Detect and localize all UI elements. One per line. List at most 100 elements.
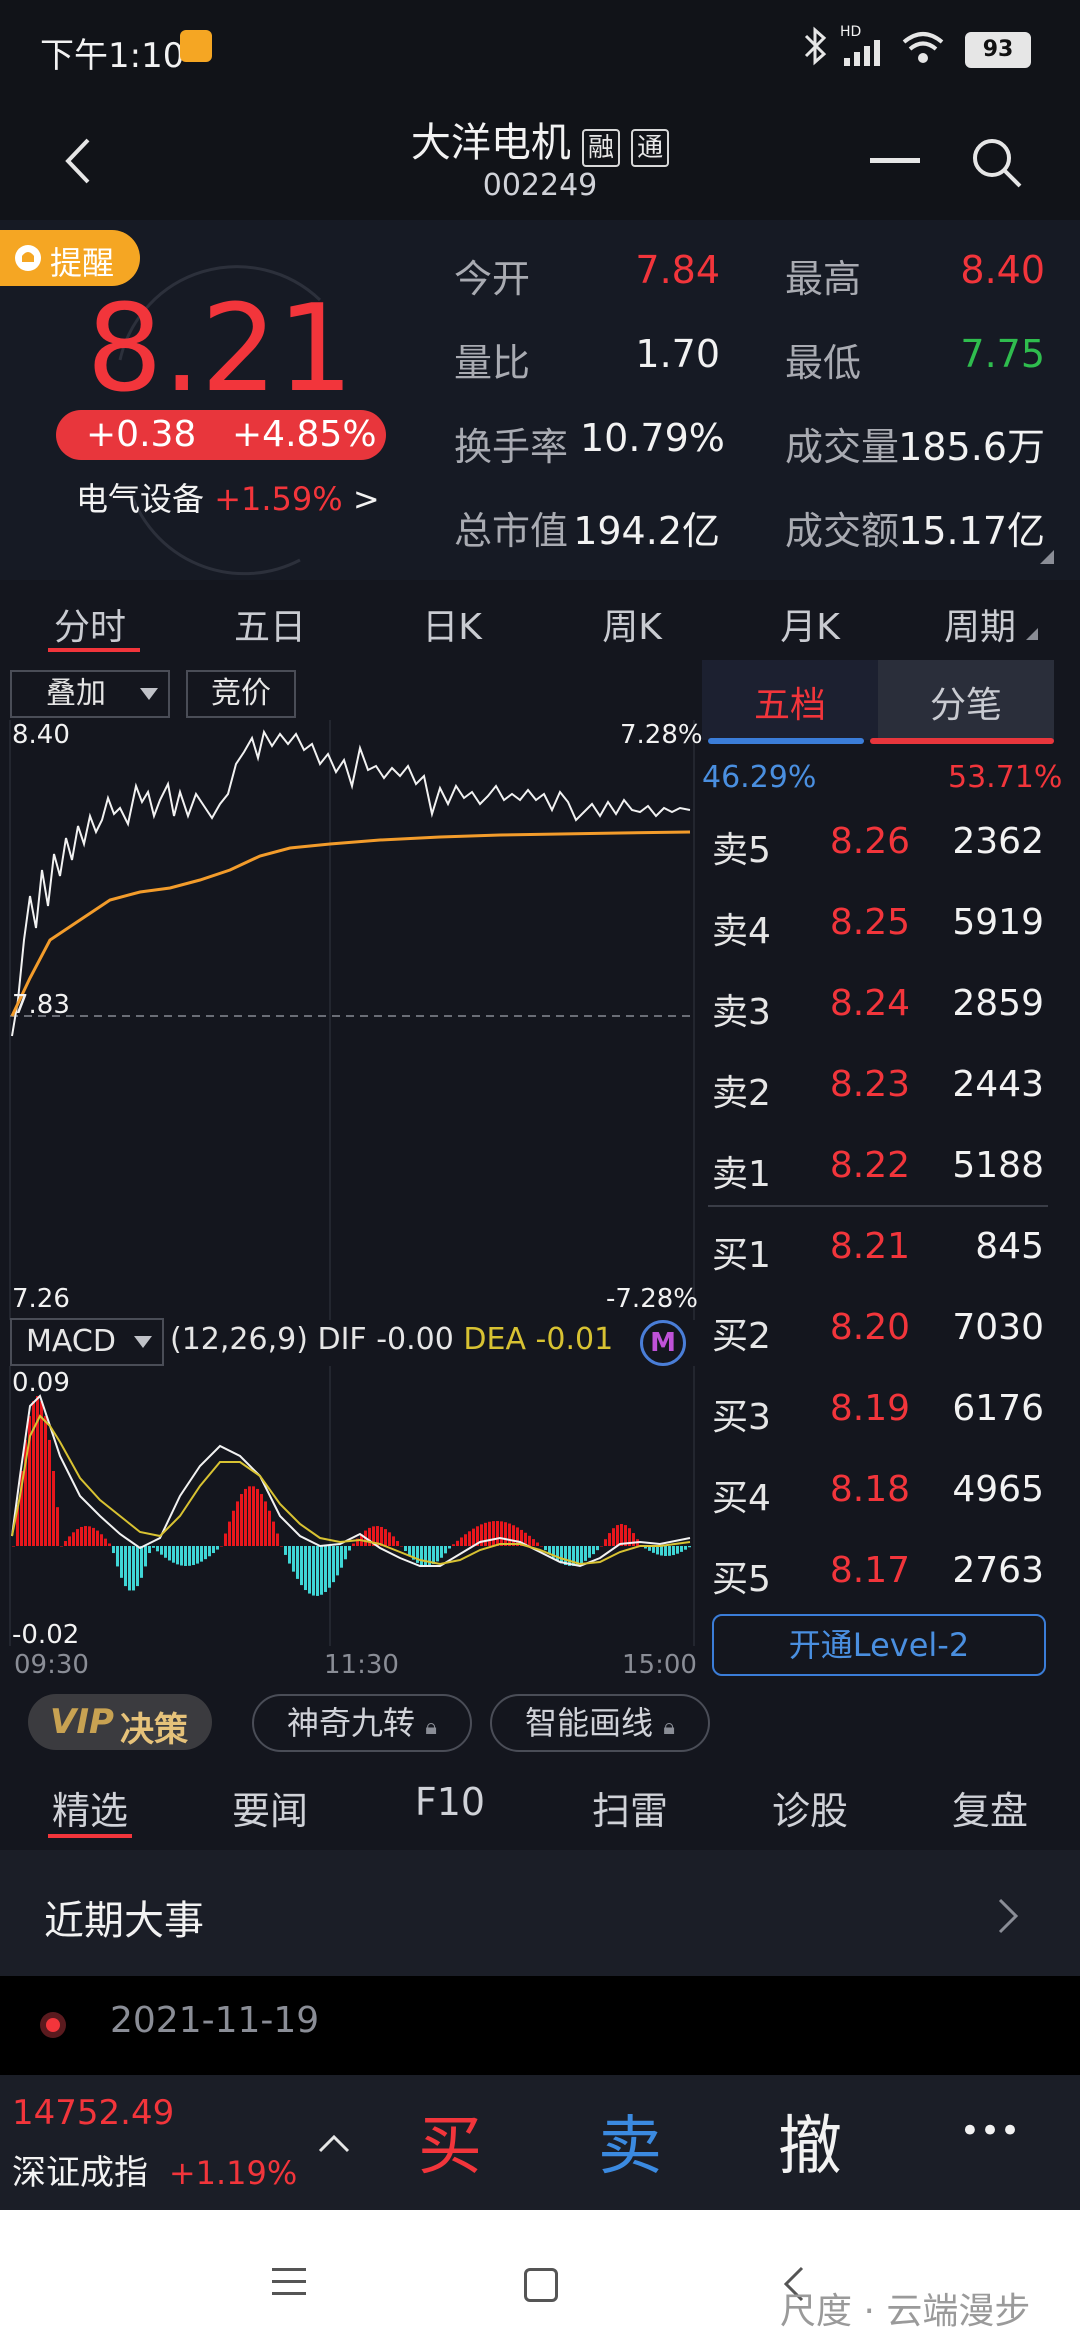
tab-f10[interactable]: F10 bbox=[414, 1780, 486, 1824]
bid-level[interactable]: 买3 8.19 6176 bbox=[700, 1382, 1060, 1442]
ask-level[interactable]: 卖4 8.25 5919 bbox=[700, 896, 1060, 956]
macd-switch-icon[interactable]: M bbox=[640, 1320, 686, 1366]
lock-icon: 🔒︎ bbox=[663, 1715, 675, 1740]
stat-label: 今开 bbox=[454, 257, 531, 301]
magic-nine-button[interactable]: 神奇九转 🔒︎ bbox=[252, 1694, 472, 1752]
level-price: 8.19 bbox=[829, 1388, 910, 1429]
macd-bar bbox=[36, 1396, 39, 1546]
level-price: 8.26 bbox=[829, 821, 910, 862]
macd-bar bbox=[688, 1546, 691, 1548]
macd-bar bbox=[352, 1543, 355, 1546]
macd-chart[interactable] bbox=[0, 1366, 700, 1666]
macd-histogram bbox=[12, 1396, 691, 1596]
macd-bar bbox=[588, 1546, 591, 1558]
macd-bar bbox=[612, 1528, 615, 1546]
back-icon[interactable] bbox=[62, 136, 92, 186]
tab-daily-k[interactable]: 日K bbox=[422, 607, 482, 648]
index-change: +1.19% bbox=[168, 2154, 298, 2192]
ask-level[interactable]: 卖1 8.22 5188 bbox=[700, 1139, 1060, 1199]
macd-bar bbox=[92, 1527, 95, 1546]
buy-button[interactable]: 买 bbox=[418, 2110, 482, 2184]
macd-bar bbox=[512, 1525, 515, 1546]
tab-five-day[interactable]: 五日 bbox=[233, 607, 306, 648]
macd-bar bbox=[312, 1546, 315, 1596]
content-tabs: 精选 要闻 F10 扫雷 诊股 复盘 bbox=[0, 1774, 1080, 1846]
tab-featured[interactable]: 精选 bbox=[51, 1789, 128, 1833]
macd-bar bbox=[272, 1521, 275, 1546]
smart-line-label: 智能画线 bbox=[525, 1704, 654, 1742]
tab-period[interactable]: 周期 bbox=[943, 607, 1016, 648]
intraday-chart[interactable] bbox=[0, 720, 700, 1320]
auction-button[interactable]: 竞价 bbox=[186, 670, 296, 718]
ask-level[interactable]: 卖3 8.24 2859 bbox=[700, 977, 1060, 1037]
ask-level[interactable]: 卖2 8.23 2443 bbox=[700, 1058, 1060, 1118]
macd-bar bbox=[680, 1546, 683, 1552]
tab-news[interactable]: 要闻 bbox=[231, 1789, 308, 1833]
level-label: 买3 bbox=[712, 1397, 771, 1438]
macd-bar bbox=[456, 1540, 459, 1546]
tab-diagnosis[interactable]: 诊股 bbox=[771, 1789, 848, 1833]
macd-bar bbox=[652, 1546, 655, 1553]
chevron-up-icon[interactable] bbox=[316, 2131, 352, 2155]
bid-level[interactable]: 买4 8.18 4965 bbox=[700, 1463, 1060, 1523]
bid-level[interactable]: 买2 8.20 7030 bbox=[700, 1301, 1060, 1361]
menu-icon[interactable] bbox=[272, 2268, 306, 2295]
buy-ratio: 46.29% bbox=[702, 760, 817, 795]
macd-bar bbox=[412, 1546, 415, 1560]
alert-button[interactable]: 提醒 bbox=[0, 230, 140, 286]
vip-decision-button[interactable]: VIP 决策 bbox=[28, 1694, 212, 1750]
stock-name: 大洋电机 bbox=[410, 120, 571, 166]
minimize-icon[interactable] bbox=[870, 158, 920, 163]
macd-bar bbox=[220, 1546, 223, 1547]
level-price: 8.17 bbox=[829, 1550, 910, 1591]
recent-events-row[interactable]: 近期大事 bbox=[0, 1850, 1080, 1976]
tab-review[interactable]: 复盘 bbox=[951, 1789, 1028, 1833]
macd-bar bbox=[464, 1534, 467, 1546]
price-change-pct: +4.85% bbox=[232, 414, 377, 455]
macd-bar bbox=[416, 1546, 419, 1563]
tab-risk-scan[interactable]: 扫雷 bbox=[591, 1789, 668, 1833]
macd-bar bbox=[592, 1546, 595, 1555]
index-ticker[interactable]: 深证成指 +1.19% bbox=[12, 2145, 297, 2194]
level-volume: 2763 bbox=[952, 1550, 1044, 1591]
level-label: 卖5 bbox=[712, 830, 771, 871]
tab-intraday[interactable]: 分时 bbox=[53, 607, 126, 648]
tab-five-levels[interactable]: 五档 bbox=[702, 660, 878, 740]
macd-dropdown[interactable]: MACD bbox=[10, 1318, 164, 1366]
more-button[interactable]: ••• bbox=[959, 2111, 1021, 2151]
macd-bar bbox=[372, 1526, 375, 1546]
tab-monthly-k[interactable]: 月K bbox=[780, 607, 840, 648]
back-nav-icon[interactable] bbox=[782, 2264, 806, 2304]
signal-icon bbox=[844, 40, 880, 66]
cancel-button[interactable]: 撤 bbox=[778, 2110, 842, 2184]
macd-bar bbox=[60, 1546, 63, 1547]
macd-bar bbox=[368, 1527, 371, 1546]
home-icon[interactable] bbox=[524, 2268, 558, 2302]
level-volume: 2859 bbox=[952, 983, 1044, 1024]
macd-bar bbox=[540, 1546, 543, 1547]
bid-level[interactable]: 买1 8.21 845 bbox=[700, 1220, 1060, 1280]
macd-bar bbox=[212, 1546, 215, 1554]
macd-bar bbox=[572, 1546, 575, 1566]
macd-bar bbox=[228, 1521, 231, 1546]
overlay-dropdown[interactable]: 叠加 bbox=[10, 670, 170, 718]
vip-label: 决策 bbox=[120, 1710, 188, 1750]
macd-bar bbox=[268, 1510, 271, 1546]
smart-line-button[interactable]: 智能画线 🔒︎ bbox=[490, 1694, 710, 1752]
level2-button[interactable]: 开通Level-2 bbox=[712, 1614, 1046, 1676]
tab-weekly-k[interactable]: 周K bbox=[602, 607, 662, 648]
dea-label: DEA bbox=[463, 1322, 526, 1357]
macd-bar bbox=[616, 1525, 619, 1546]
ask-level[interactable]: 卖5 8.26 2362 bbox=[700, 815, 1060, 875]
quote-panel: 提醒 8.21 +0.38 +4.85% 电气设备 +1.59% > 今开 7.… bbox=[0, 220, 1080, 580]
y-tick-high-pct: 7.28% bbox=[620, 720, 703, 750]
sector-link[interactable]: 电气设备 +1.59% > bbox=[76, 474, 380, 520]
dea-value: -0.01 bbox=[535, 1322, 614, 1357]
macd-y-low: -0.02 bbox=[12, 1620, 80, 1650]
sell-button[interactable]: 卖 bbox=[598, 2110, 662, 2184]
bid-level[interactable]: 买5 8.17 2763 bbox=[700, 1544, 1060, 1604]
search-icon[interactable] bbox=[970, 136, 1024, 190]
expand-corner-icon[interactable] bbox=[1040, 550, 1054, 564]
tab-ticks[interactable]: 分笔 bbox=[878, 660, 1054, 740]
macd-bar bbox=[56, 1507, 59, 1546]
